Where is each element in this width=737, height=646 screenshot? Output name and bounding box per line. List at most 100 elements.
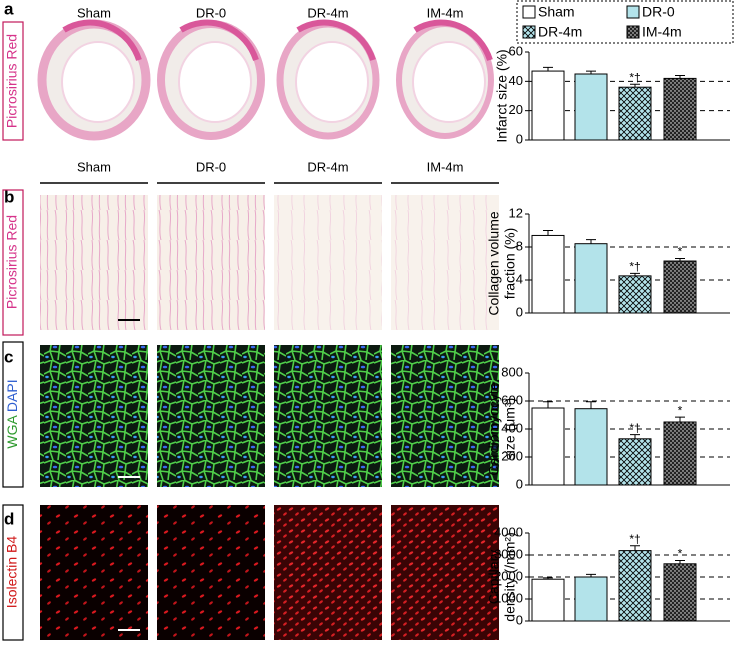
infarct-region	[62, 19, 142, 61]
micrograph	[157, 505, 265, 640]
error-bar	[630, 545, 640, 551]
bar	[574, 408, 608, 486]
legend-label: IM-4m	[642, 24, 682, 40]
panel-label: a	[4, 0, 14, 18]
micrograph	[274, 505, 382, 640]
stain-box	[2, 189, 24, 336]
stain-box	[2, 504, 24, 641]
legend-swatch	[626, 5, 640, 19]
bar	[618, 438, 652, 486]
bar	[663, 421, 697, 486]
y-tick-label: 3000	[494, 546, 523, 561]
legend-swatch	[522, 25, 536, 39]
bar	[618, 86, 652, 141]
bar	[663, 563, 697, 622]
column-label: IM-4m	[427, 5, 464, 20]
bar	[531, 70, 565, 141]
error-bar	[543, 577, 553, 580]
micrograph	[40, 345, 148, 487]
error-bar	[543, 401, 553, 408]
error-bar	[586, 573, 596, 577]
y-tick-label: 0	[516, 612, 523, 627]
infarct-region	[413, 19, 493, 61]
significance-label: *	[678, 547, 683, 561]
significance-label: *†	[629, 260, 640, 274]
error-bar	[630, 83, 640, 88]
bar	[574, 73, 608, 141]
y-axis-label: Capillary	[486, 550, 502, 604]
error-bar	[630, 434, 640, 439]
panel-label: d	[4, 509, 14, 528]
panel-label: c	[4, 347, 13, 366]
column-label: DR-4m	[307, 159, 348, 174]
y-tick-label: 8	[516, 238, 523, 253]
error-bar	[675, 258, 685, 262]
y-axis-label: fraction (%)	[502, 228, 518, 300]
y-tick-label: 40	[509, 73, 523, 88]
stain-label: DAPI	[4, 379, 20, 412]
y-tick-label: 2000	[494, 568, 523, 583]
micrograph	[40, 195, 148, 330]
lumen	[178, 41, 252, 123]
micrograph	[40, 505, 148, 640]
error-bar	[586, 401, 596, 409]
legend-swatch	[626, 25, 640, 39]
lumen	[295, 41, 369, 123]
significance-label: *	[678, 403, 683, 417]
stain-label: WGA	[4, 415, 20, 449]
error-bar	[586, 239, 596, 244]
column-label: DR-0	[196, 5, 226, 20]
legend-label: Sham	[538, 4, 575, 20]
y-tick-label: 400	[501, 420, 523, 435]
micrograph	[157, 345, 265, 487]
y-tick-label: 20	[509, 102, 523, 117]
legend-label: DR-0	[642, 4, 675, 20]
lumen	[61, 41, 135, 123]
significance-label: *†	[629, 70, 640, 84]
bar	[663, 260, 697, 314]
error-bar	[675, 560, 685, 564]
error-bar	[586, 70, 596, 74]
micrograph	[274, 345, 382, 487]
y-tick-label: 200	[501, 448, 523, 463]
stain-label-group: WGA DAPI	[4, 379, 20, 448]
error-bar	[675, 74, 685, 79]
bar	[531, 578, 565, 622]
micrograph	[391, 345, 499, 487]
bar	[574, 576, 608, 622]
y-tick-label: 0	[516, 476, 523, 491]
legend-label: DR-4m	[538, 24, 582, 40]
micrograph	[274, 195, 382, 330]
error-bar	[543, 230, 553, 236]
y-tick-label: 4000	[494, 524, 523, 539]
y-axis-label: size (μm³)	[502, 398, 518, 461]
error-bar	[543, 66, 553, 72]
y-tick-label: 800	[501, 364, 523, 379]
y-tick-label: 600	[501, 392, 523, 407]
infarct-region	[179, 19, 259, 61]
panel-label: b	[4, 187, 14, 206]
bar	[531, 234, 565, 314]
stain-box	[2, 21, 24, 141]
y-tick-label: 12	[509, 205, 523, 220]
error-bar	[630, 272, 640, 276]
legend-box	[516, 0, 734, 44]
y-tick-label: 1000	[494, 590, 523, 605]
y-tick-label: 0	[516, 131, 523, 146]
stain-label: Picrosirius Red	[4, 34, 20, 128]
column-label: Sham	[77, 159, 111, 174]
y-tick-label: 4	[516, 271, 523, 286]
column-label: IM-4m	[427, 159, 464, 174]
micrograph	[391, 505, 499, 640]
y-axis-label: Collagen volume	[486, 211, 502, 315]
bar	[663, 77, 697, 141]
lumen	[412, 41, 486, 123]
column-label: DR-0	[196, 159, 226, 174]
significance-label: *†	[629, 421, 640, 435]
micrograph	[157, 195, 265, 330]
y-axis-label: density (/mm²)	[502, 532, 518, 621]
infarct-region	[296, 19, 376, 61]
y-tick-label: 60	[509, 43, 523, 58]
bar	[531, 407, 565, 486]
